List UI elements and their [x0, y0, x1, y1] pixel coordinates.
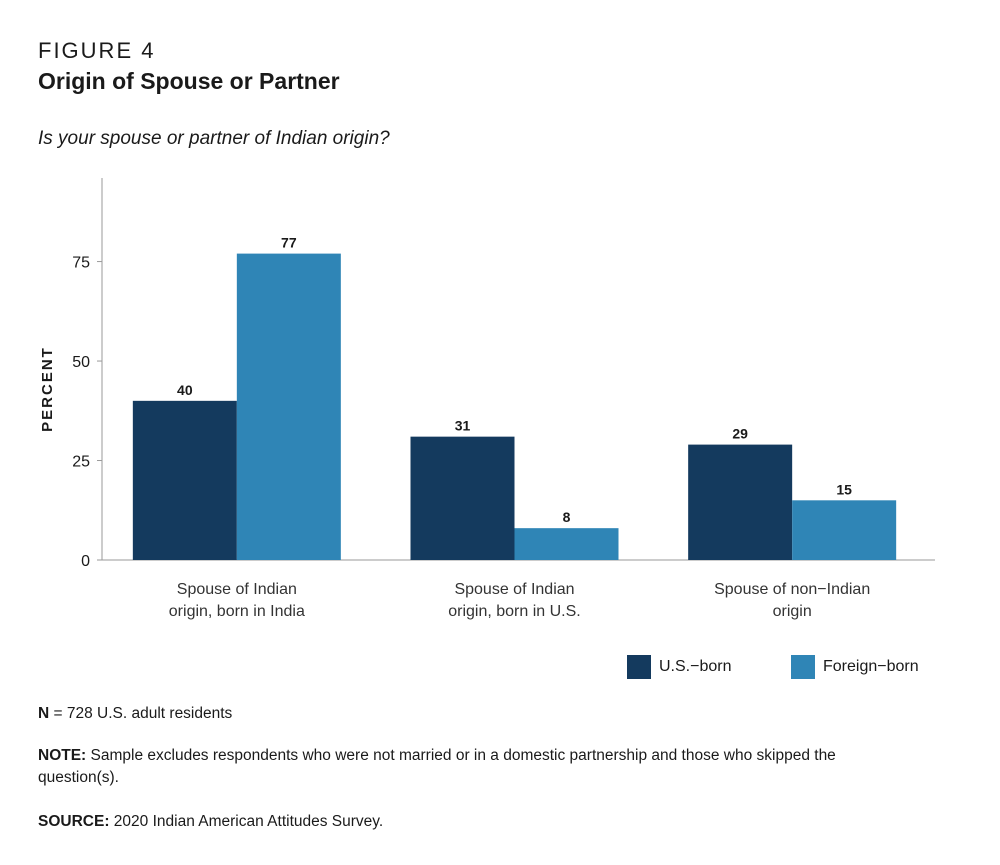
y-tick-label: 50	[72, 354, 90, 371]
data-label: 15	[836, 481, 852, 497]
legend-label-foreign-born: Foreign−born	[823, 658, 919, 675]
data-label: 40	[177, 382, 193, 398]
figure-label: FIGURE 4	[38, 38, 156, 63]
legend-label-us-born: U.S.−born	[659, 658, 732, 675]
data-label: 31	[455, 418, 471, 434]
bar-foreign-born	[514, 528, 619, 560]
sample-size-note: N = 728 U.S. adult residents	[38, 703, 232, 725]
note: NOTE: Sample excludes respondents who we…	[38, 745, 838, 789]
note-text: Sample excludes respondents who were not…	[38, 747, 836, 786]
legend-item-us-born: U.S.−born	[627, 655, 731, 679]
x-category-label: origin	[773, 603, 812, 620]
bar-foreign-born	[792, 500, 897, 560]
y-tick-label: 25	[72, 454, 90, 471]
legend-swatch-us-born	[627, 655, 651, 679]
source-label: SOURCE:	[38, 813, 110, 830]
legend-swatch-foreign-born	[791, 655, 815, 679]
n-text: = 728 U.S. adult residents	[49, 705, 233, 722]
legend-item-foreign-born: Foreign−born	[791, 655, 919, 679]
x-category-label: Spouse of non−Indian	[714, 581, 870, 598]
bar-foreign-born	[236, 253, 341, 560]
n-label: N	[38, 705, 50, 722]
bar-us-born	[132, 400, 237, 560]
x-category-label: Spouse of Indian	[454, 581, 574, 598]
source-note: SOURCE: 2020 Indian American Attitudes S…	[38, 811, 383, 833]
data-label: 8	[563, 509, 571, 525]
data-label: 29	[732, 426, 748, 442]
y-tick-label: 75	[72, 255, 90, 272]
data-label: 77	[281, 235, 297, 251]
bar-us-born	[688, 444, 793, 560]
bar-chart: 0 25 50 75 PERCENT 40 77 Spouse of Indian origin…	[39, 178, 935, 620]
note-label: NOTE:	[38, 747, 87, 764]
chart-subtitle: Is your spouse or partner of Indian orig…	[38, 128, 390, 149]
y-tick-label: 0	[81, 553, 90, 570]
x-category-label: Spouse of Indian	[177, 581, 297, 598]
y-axis-label: PERCENT	[39, 346, 56, 432]
chart-title: Origin of Spouse or Partner	[38, 68, 340, 94]
bar-us-born	[410, 436, 515, 560]
x-category-label: origin, born in India	[169, 603, 305, 620]
source-text: 2020 Indian American Attitudes Survey.	[109, 813, 384, 830]
x-category-label: origin, born in U.S.	[448, 603, 581, 620]
